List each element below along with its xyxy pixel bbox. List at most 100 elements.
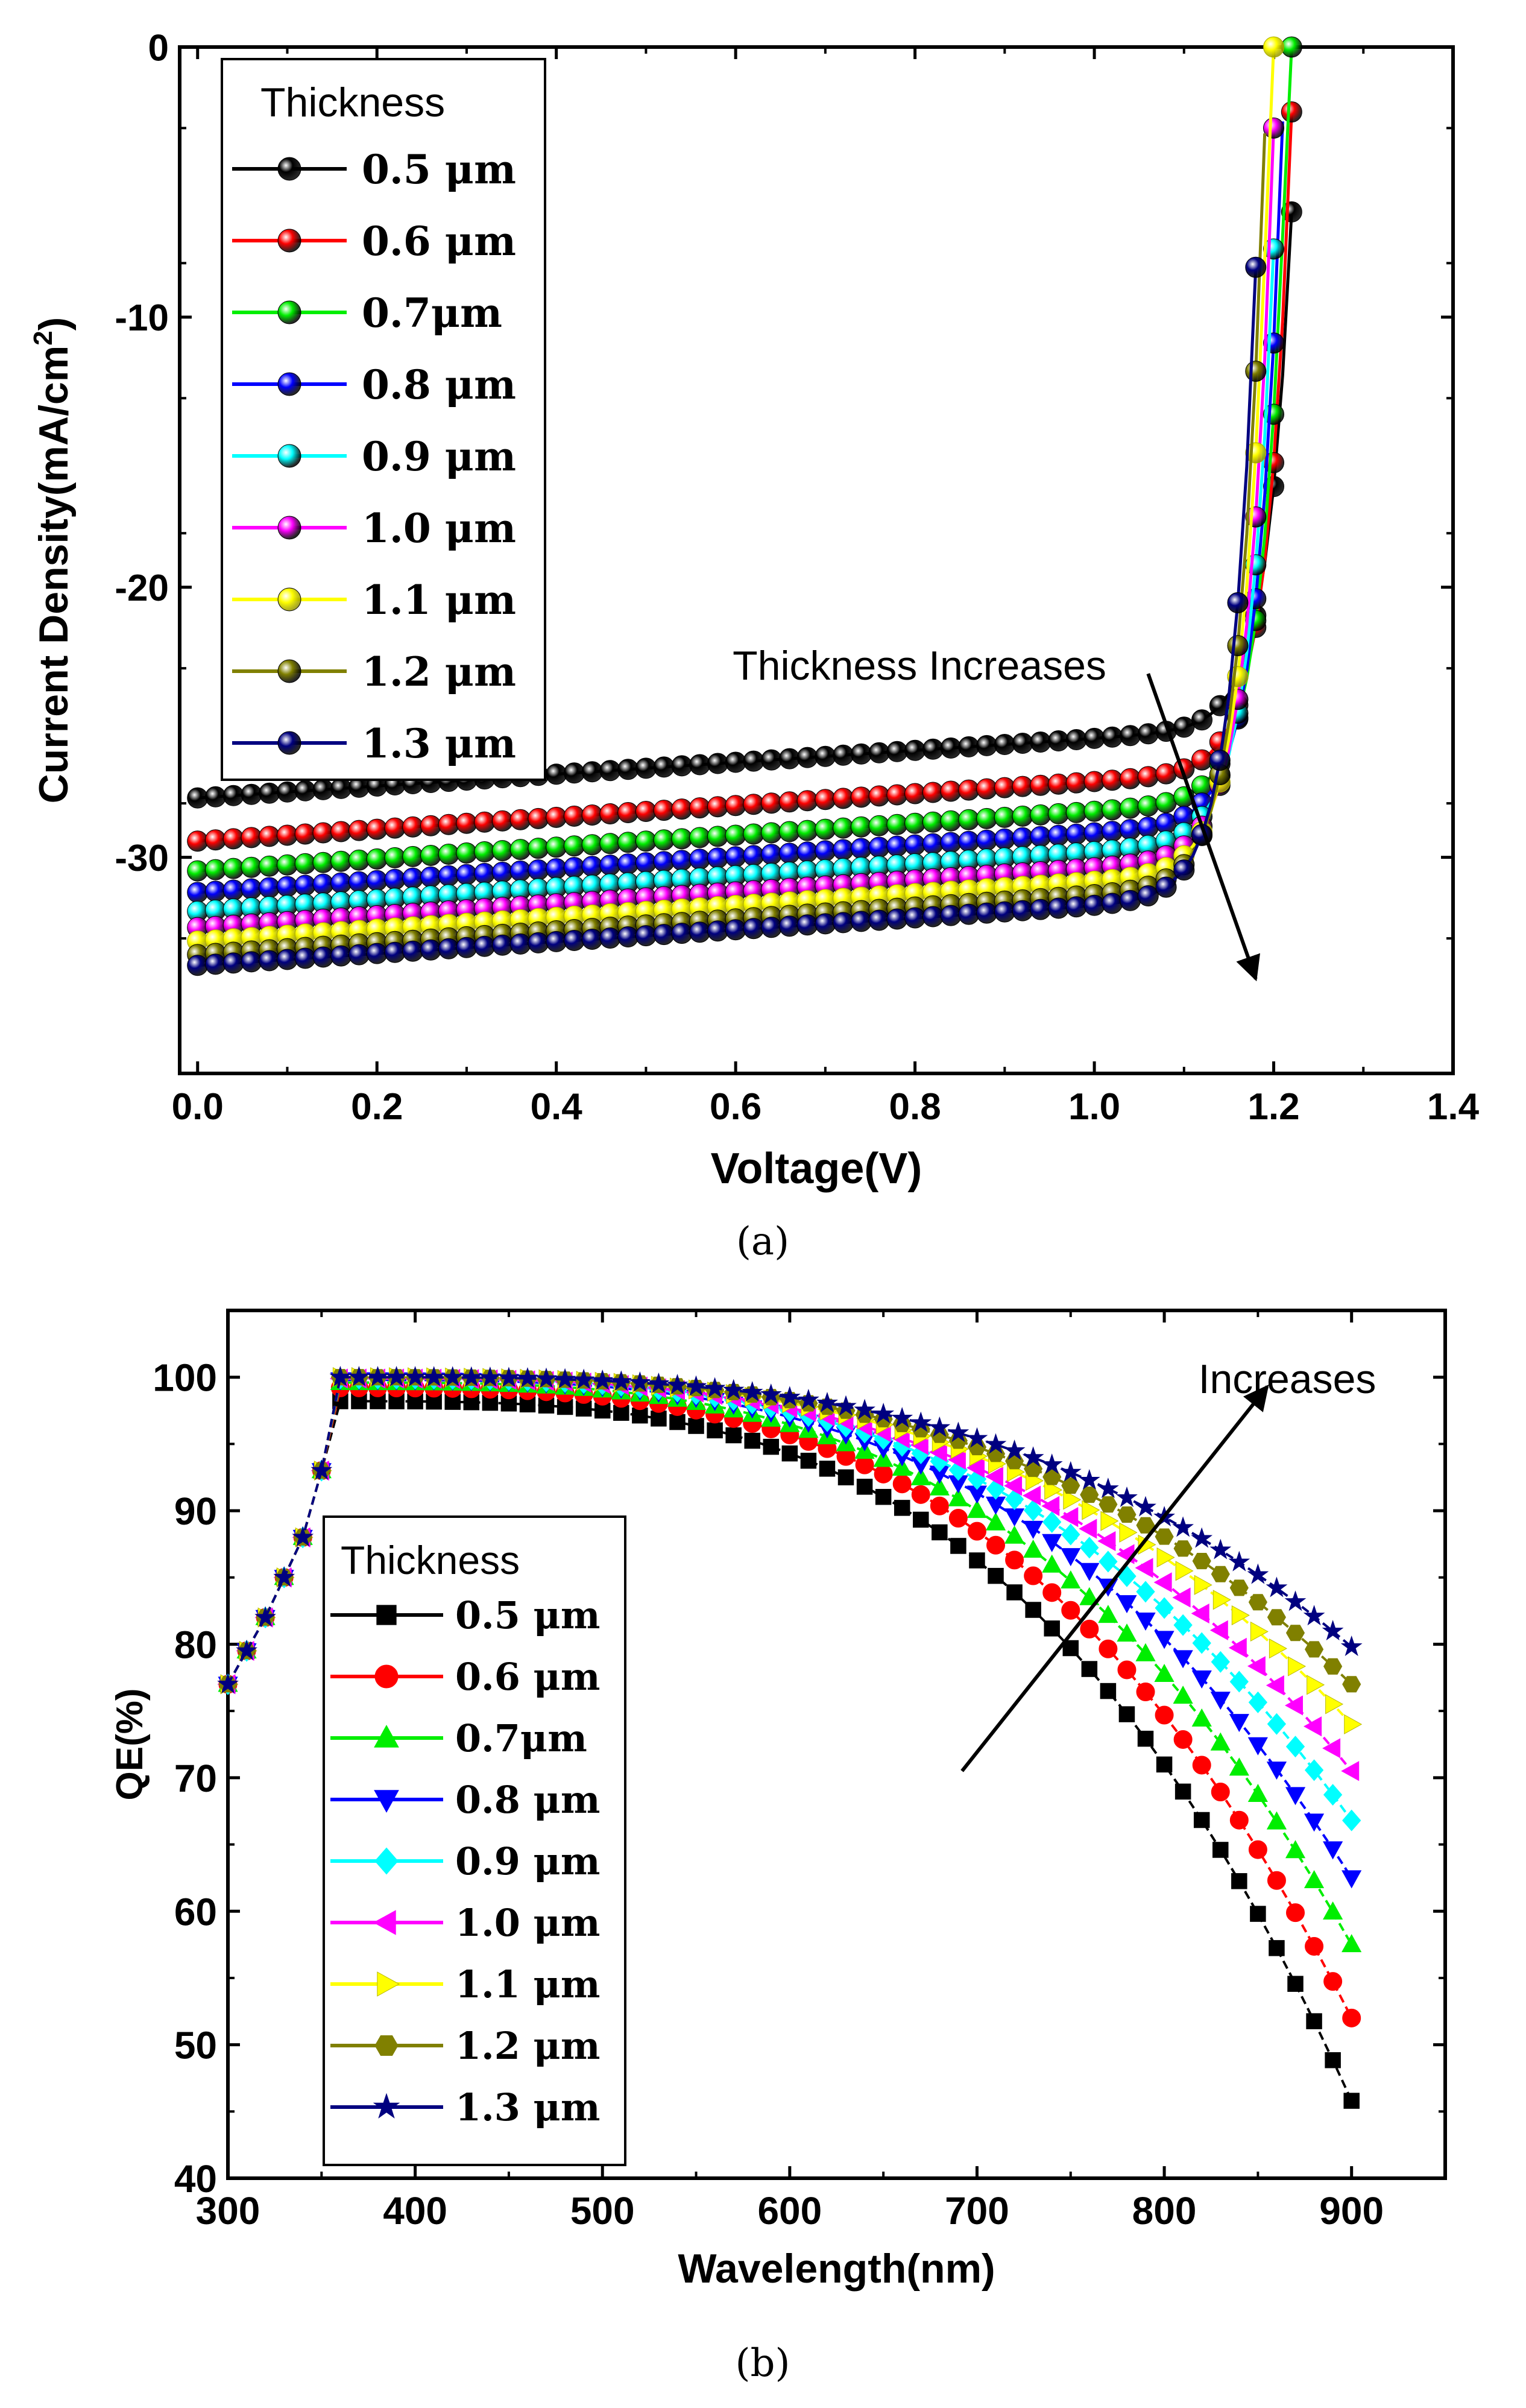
qe-point bbox=[1247, 1563, 1269, 1584]
qe-point bbox=[875, 1488, 892, 1505]
iv-point bbox=[456, 812, 478, 834]
qe-point bbox=[1173, 1650, 1193, 1669]
iv-point bbox=[1102, 893, 1123, 914]
qe-point bbox=[1229, 1810, 1249, 1830]
qe-point bbox=[575, 1400, 592, 1417]
qe-point bbox=[1059, 1461, 1082, 1482]
iv-series-0-7-m bbox=[187, 36, 1302, 882]
qe-point bbox=[986, 1535, 1006, 1555]
qe-point bbox=[1229, 1670, 1249, 1693]
iv-point bbox=[599, 855, 621, 876]
qe-point bbox=[1119, 1522, 1138, 1543]
iv-point bbox=[259, 950, 280, 972]
iv-point bbox=[241, 783, 262, 805]
legend-label: 0.7μm bbox=[362, 289, 502, 337]
qe-point bbox=[1248, 1594, 1267, 1611]
qe-point bbox=[1284, 1590, 1307, 1611]
iv-point bbox=[1173, 716, 1195, 738]
iv-point bbox=[886, 741, 908, 762]
qe-point bbox=[385, 1365, 408, 1386]
qe-point bbox=[781, 1445, 798, 1462]
iv-series-0-6-m bbox=[187, 101, 1302, 852]
qe-point bbox=[1322, 1738, 1341, 1759]
iv-point bbox=[850, 786, 872, 808]
iv-point bbox=[259, 855, 280, 877]
qe-point bbox=[1304, 1813, 1325, 1832]
qe-point bbox=[854, 1398, 875, 1420]
iv-point bbox=[994, 806, 1015, 828]
qe-point bbox=[1266, 1576, 1288, 1597]
iv-point bbox=[1065, 772, 1087, 794]
iv-point bbox=[205, 953, 226, 975]
qe-point bbox=[1042, 1534, 1062, 1552]
iv-point bbox=[904, 812, 926, 834]
qe-point bbox=[1212, 1842, 1229, 1858]
iv-point bbox=[1102, 821, 1123, 842]
qe-point bbox=[1061, 1548, 1081, 1567]
qe-point bbox=[1323, 1901, 1343, 1920]
iv-point bbox=[581, 834, 603, 856]
iv-point bbox=[330, 821, 352, 842]
iv-point bbox=[850, 838, 872, 859]
qe-point bbox=[1344, 1714, 1363, 1734]
panel-a: 0.0 0.2 0.4 0.6 0.8 1.0 1.2 1.4 0 -10 -20 -30 Curren… bbox=[28, 27, 1480, 1264]
legend-label: 1.0 μm bbox=[455, 1901, 600, 1945]
legend-label: 1.2 μm bbox=[362, 648, 516, 695]
x-tick-label: 1.4 bbox=[1427, 1086, 1480, 1128]
qe-point bbox=[1342, 1934, 1362, 1953]
qe-point bbox=[1284, 1695, 1303, 1716]
iv-point bbox=[904, 739, 926, 761]
annotation-text: Increases bbox=[1199, 1356, 1376, 1402]
qe-point bbox=[1173, 1540, 1193, 1557]
qe-point bbox=[1044, 1620, 1060, 1637]
iv-point bbox=[833, 912, 854, 934]
qe-point bbox=[910, 1467, 931, 1485]
iv-point bbox=[330, 945, 352, 967]
iv-point bbox=[671, 755, 693, 777]
qe-point bbox=[744, 1432, 760, 1449]
qe-point bbox=[1266, 1675, 1284, 1696]
qe-point bbox=[1062, 1640, 1079, 1657]
qe-point bbox=[1342, 1809, 1361, 1831]
qe-point bbox=[1341, 1761, 1360, 1781]
iv-point bbox=[1083, 894, 1105, 916]
qe-point bbox=[837, 1469, 854, 1486]
qe-point bbox=[441, 1366, 464, 1387]
iv-point bbox=[1137, 766, 1159, 788]
legend-item-1-1-m: 1.1 μm bbox=[330, 1962, 600, 2006]
iv-point bbox=[509, 860, 531, 882]
qe-point bbox=[1248, 1840, 1267, 1859]
iv-point bbox=[1083, 727, 1105, 749]
panel-caption: (b) bbox=[736, 2341, 790, 2386]
qe-point bbox=[816, 1392, 838, 1413]
iv-point bbox=[922, 738, 944, 760]
iv-point bbox=[743, 845, 765, 867]
iv-point bbox=[833, 839, 854, 861]
qe-point bbox=[688, 1418, 704, 1434]
iv-point bbox=[1191, 749, 1212, 771]
iv-point bbox=[599, 833, 621, 855]
qe-point bbox=[1061, 1570, 1081, 1588]
iv-point bbox=[1191, 709, 1212, 731]
iv-point bbox=[1083, 822, 1105, 844]
qe-point bbox=[1247, 1656, 1266, 1676]
iv-point bbox=[671, 828, 693, 850]
legend-label: 1.3 μm bbox=[455, 2085, 600, 2129]
iv-point bbox=[796, 790, 818, 812]
qe-point bbox=[1210, 1692, 1231, 1710]
iv-point bbox=[241, 878, 262, 900]
iv-point bbox=[222, 785, 244, 806]
iv-point bbox=[1155, 876, 1177, 898]
qe-point bbox=[819, 1461, 836, 1477]
legend-label: 0.8 μm bbox=[362, 361, 516, 408]
qe-point bbox=[535, 1367, 558, 1388]
qe-point bbox=[1286, 1903, 1305, 1923]
qe-point bbox=[1079, 1587, 1100, 1605]
qe-point bbox=[666, 1374, 689, 1395]
iv-point bbox=[1012, 776, 1033, 797]
y-tick-label: -20 bbox=[115, 567, 169, 609]
iv-point bbox=[671, 798, 693, 820]
iv-point bbox=[420, 815, 441, 836]
qe-point bbox=[1191, 1603, 1209, 1624]
iv-point bbox=[689, 797, 711, 819]
